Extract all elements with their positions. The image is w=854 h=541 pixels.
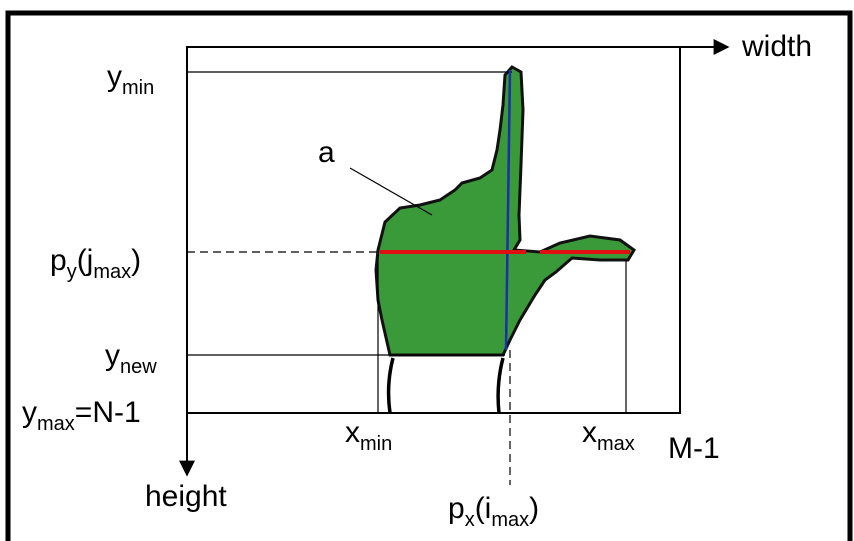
- label-part: y: [67, 261, 77, 283]
- label-part: p: [448, 492, 465, 525]
- px-label: px(imax): [448, 492, 539, 531]
- height-label: height: [145, 480, 227, 513]
- y-min-label: ymin: [107, 60, 154, 99]
- label-part: y: [105, 339, 120, 372]
- vertical-axis-line: [504, 69, 512, 351]
- label-part: x: [582, 416, 597, 449]
- outer-frame: [5, 10, 853, 541]
- label-part: y: [107, 60, 122, 93]
- label-part: x: [345, 416, 360, 449]
- label-part: min: [360, 433, 392, 455]
- y-new-label: ynew: [105, 339, 157, 378]
- label-part: =N-1: [75, 396, 141, 429]
- wrist-left: [386, 357, 395, 414]
- py-label: py(jmax): [50, 244, 141, 283]
- label-part: (j: [77, 244, 94, 277]
- y-max-label: ymax=N-1: [22, 396, 141, 435]
- label-part: max: [37, 413, 75, 435]
- label-part: max: [597, 433, 635, 455]
- label-part: ): [529, 492, 539, 525]
- x-min-label: xmin: [345, 416, 392, 455]
- m-minus-1-label: M-1: [668, 432, 720, 465]
- width-label: width: [741, 30, 812, 63]
- x-max-label: xmax: [582, 416, 635, 455]
- label-part: p: [50, 244, 67, 277]
- label-part: y: [22, 396, 37, 429]
- region-label: a: [318, 136, 335, 169]
- label-part: max: [93, 261, 131, 283]
- label-part: min: [122, 77, 154, 99]
- label-part: ): [131, 244, 141, 277]
- label-part: max: [491, 509, 529, 531]
- label-part: x: [465, 509, 475, 531]
- label-part: new: [120, 356, 157, 378]
- hand-shape: [374, 65, 636, 357]
- region-leader: [349, 167, 433, 216]
- wrist-right: [496, 357, 505, 414]
- label-part: (i: [475, 492, 492, 525]
